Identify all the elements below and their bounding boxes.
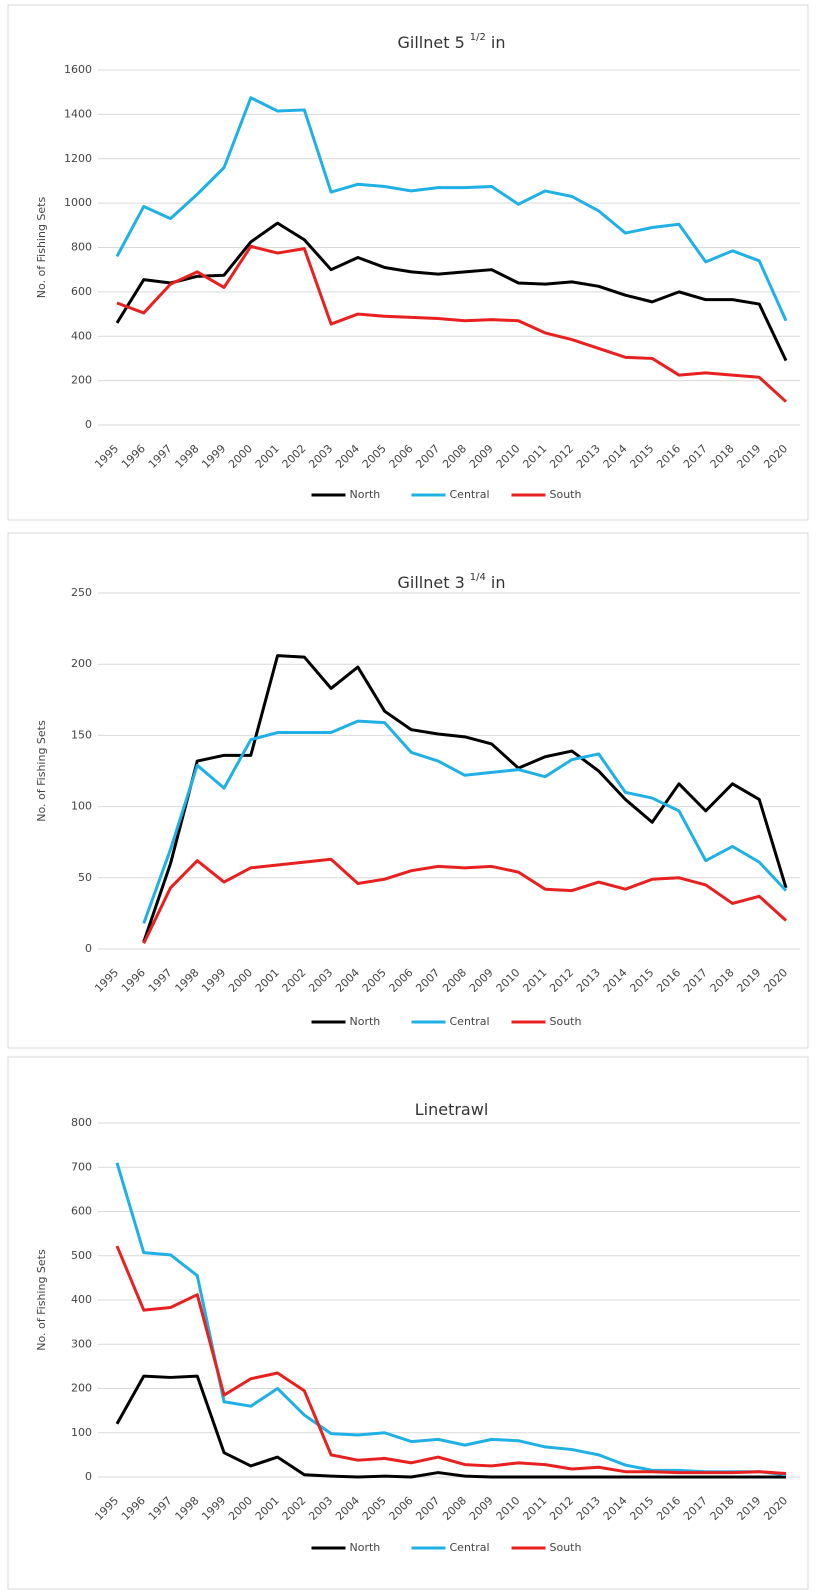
y-tick-label: 600 — [71, 1205, 92, 1218]
chart-panel: Gillnet 3 1/4 in No. of Fishing Sets 0 50 100 1… — [7, 532, 809, 1049]
chart-panel: Gillnet 5 1/2 in No. of Fishing Sets 0 200 400… — [7, 4, 809, 521]
y-tick-label: 800 — [71, 1116, 92, 1129]
chart-title: Gillnet 5 1/2 in — [398, 32, 506, 52]
y-tick-label: 600 — [71, 285, 92, 298]
title-end: in — [491, 573, 506, 592]
series-line — [115, 1374, 786, 1479]
y-tick-label: 200 — [71, 374, 92, 387]
y-tick-label: 800 — [71, 241, 92, 254]
legend-label: South — [550, 1015, 582, 1028]
series-line — [142, 654, 788, 943]
y-tick-label: 1000 — [64, 196, 92, 209]
legend-label: Central — [450, 1541, 490, 1554]
y-tick-label: 700 — [71, 1160, 92, 1173]
y-tick-label: 50 — [78, 871, 92, 884]
title-superscript: 1/4 — [470, 572, 486, 583]
y-tick-label: 0 — [85, 942, 92, 955]
chart-title: Linetrawl — [415, 1100, 489, 1119]
y-tick-label: 150 — [71, 728, 92, 741]
y-tick-label: 400 — [71, 1293, 92, 1306]
y-tick-label: 100 — [71, 1426, 92, 1439]
panel-border — [7, 4, 809, 521]
y-tick-label: 1400 — [64, 107, 92, 120]
legend-label: Central — [450, 1015, 490, 1028]
chart-title: Gillnet 3 1/4 in — [398, 572, 506, 592]
y-tick-label: 200 — [71, 1382, 92, 1395]
y-tick-label: 1600 — [64, 63, 92, 76]
legend-label: North — [350, 1015, 381, 1028]
legend-label: North — [350, 488, 381, 501]
y-tick-label: 250 — [71, 586, 92, 599]
legend-label: South — [550, 488, 582, 501]
series-line — [115, 1245, 787, 1475]
y-axis-label: No. of Fishing Sets — [35, 197, 48, 299]
y-tick-label: 400 — [71, 329, 92, 342]
y-tick-label: 100 — [71, 800, 92, 813]
y-tick-label: 200 — [71, 657, 92, 670]
series-line — [115, 221, 788, 362]
panel-border — [7, 1056, 809, 1590]
series-line — [142, 719, 788, 924]
legend-label: South — [550, 1541, 582, 1554]
y-axis-label: No. of Fishing Sets — [35, 1249, 48, 1351]
series-line — [142, 857, 788, 944]
y-tick-label: 0 — [85, 418, 92, 431]
series-line — [115, 96, 788, 322]
y-tick-label: 500 — [71, 1249, 92, 1262]
legend-label: North — [350, 1541, 381, 1554]
title-text: Gillnet 5 — [398, 33, 465, 52]
series-line — [115, 1162, 787, 1477]
y-tick-label: 0 — [85, 1470, 92, 1483]
y-tick-label: 300 — [71, 1337, 92, 1350]
title-text: Gillnet 3 — [398, 573, 465, 592]
chart-panel: Linetrawl No. of Fishing Sets 0 100 200 300 40… — [7, 1056, 809, 1590]
title-superscript: 1/2 — [470, 32, 486, 43]
legend-label: Central — [450, 488, 490, 501]
title-text: Linetrawl — [415, 1100, 489, 1119]
y-axis-label: No. of Fishing Sets — [35, 720, 48, 822]
series-line — [116, 244, 788, 403]
title-end: in — [491, 33, 506, 52]
y-tick-label: 1200 — [64, 152, 92, 165]
